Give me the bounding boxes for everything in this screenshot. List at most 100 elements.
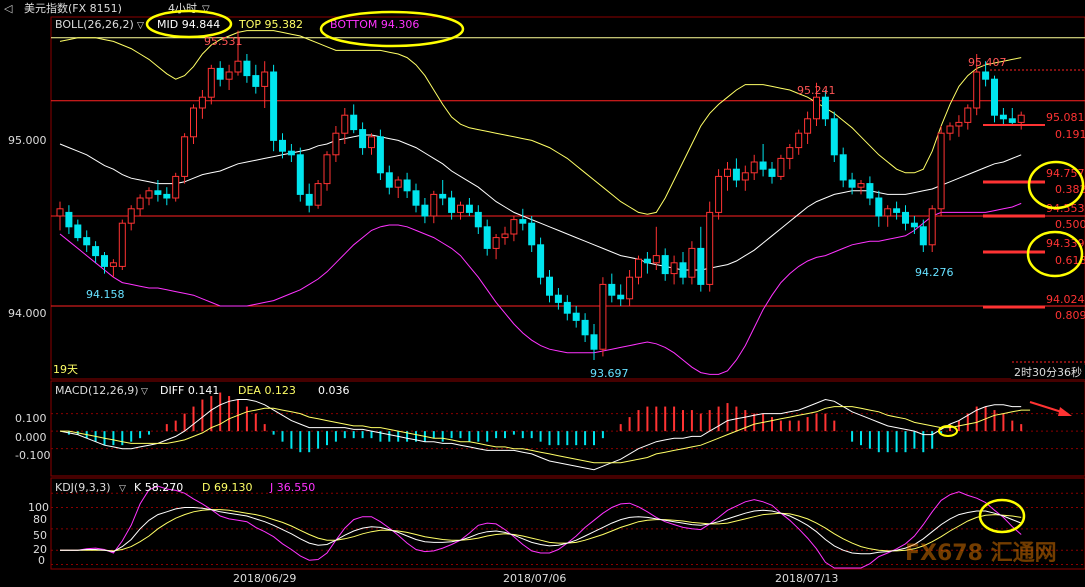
candle-body-22 — [252, 75, 260, 87]
candle-50 — [501, 226, 509, 245]
candle-108 — [1017, 111, 1025, 130]
candle-body-55 — [546, 276, 553, 296]
candle-86 — [821, 90, 829, 126]
candle-body-26 — [287, 150, 295, 156]
kdj-d-line — [60, 509, 1022, 552]
annot-high1: 95.531 — [204, 35, 243, 48]
kdj-indicator-label[interactable]: KDJ(9,3,3) — [55, 481, 111, 494]
candle-body-105 — [991, 78, 998, 116]
candle-38 — [394, 176, 402, 198]
candle-body-72 — [697, 247, 705, 285]
candle-body-19 — [225, 71, 233, 80]
kdj-cross-circle — [978, 498, 1026, 534]
candle-body-93 — [884, 208, 892, 217]
candle-body-86 — [821, 96, 829, 120]
candle-body-27 — [296, 154, 304, 195]
macd-dropdown-icon[interactable]: ▽ — [141, 387, 148, 397]
candle-body-76 — [732, 168, 740, 181]
kdj-y-tick-20: 20 — [33, 543, 47, 556]
candle-body-104 — [982, 71, 990, 80]
kdj-dropdown-icon[interactable]: ▽ — [119, 484, 126, 494]
candle-102 — [964, 104, 972, 130]
macd-diff-label: DIFF 0.141 — [160, 384, 219, 397]
candle-body-75 — [724, 168, 731, 177]
candle-9 — [136, 194, 144, 216]
boll-indicator-label[interactable]: BOLL(26,26,2) — [55, 18, 134, 31]
candle-77 — [741, 165, 749, 191]
candle-11 — [154, 180, 162, 202]
candle-body-17 — [207, 67, 215, 98]
candle-body-62 — [608, 283, 616, 296]
candle-body-1 — [65, 211, 73, 228]
macd-indicator-label[interactable]: MACD(12,26,9) — [55, 384, 139, 397]
kdj-j-label: J 36.550 — [269, 481, 315, 494]
candle-body-30 — [323, 154, 331, 185]
candle-37 — [385, 165, 393, 195]
candle-16 — [198, 90, 206, 119]
candle-106 — [999, 108, 1007, 126]
candle-49 — [492, 234, 500, 260]
candle-body-21 — [243, 60, 251, 77]
candle-body-94 — [893, 208, 901, 213]
price-panel — [51, 30, 1085, 375]
candle-91 — [866, 176, 874, 206]
candle-body-48 — [483, 226, 491, 249]
kdj-y-tick-100: 100 — [28, 501, 49, 514]
candle-36 — [376, 129, 384, 180]
candle-body-59 — [581, 319, 589, 336]
candle-78 — [750, 154, 758, 180]
candle-body-40 — [412, 190, 420, 206]
kdj-j-line — [60, 485, 1022, 569]
boll-top-label: TOP 95.382 — [238, 18, 303, 31]
kdj-d-label: D 69.130 — [202, 481, 252, 494]
candle-body-79 — [759, 161, 767, 170]
candle-body-36 — [376, 136, 384, 174]
candle-body-34 — [359, 129, 367, 149]
boll-top-line — [59, 30, 1022, 215]
period-dropdown-icon[interactable]: ▽ — [202, 4, 210, 15]
candle-93 — [884, 205, 892, 227]
candle-body-77 — [741, 172, 749, 181]
candle-body-0 — [56, 208, 64, 217]
candle-46 — [465, 198, 473, 216]
candle-70 — [679, 252, 687, 285]
candle-body-47 — [474, 211, 482, 228]
x-date-1: 2018/06/29 — [233, 572, 296, 585]
candle-body-2 — [74, 224, 82, 239]
boll-dropdown-icon[interactable]: ▽ — [137, 21, 144, 31]
candle-81 — [777, 154, 785, 180]
kdj-y-tick-0: 0 — [38, 554, 45, 567]
candle-72 — [697, 226, 705, 292]
candle-15 — [190, 104, 197, 144]
back-arrow-icon[interactable]: ◁ — [4, 2, 13, 15]
candle-4 — [92, 241, 100, 263]
macd-cross-circle — [938, 425, 958, 437]
candle-body-56 — [554, 294, 562, 303]
candle-body-99 — [937, 132, 945, 210]
candle-76 — [732, 158, 740, 188]
candle-body-71 — [688, 247, 696, 278]
candle-43 — [439, 180, 447, 206]
candle-29 — [314, 180, 322, 209]
candle-body-18 — [216, 67, 224, 80]
candle-19 — [225, 64, 233, 90]
candle-body-108 — [1017, 114, 1025, 123]
macd-y-tick-1: 0.100 — [15, 412, 47, 425]
candle-body-45 — [457, 204, 464, 213]
candle-59 — [581, 313, 589, 342]
candle-87 — [830, 111, 838, 162]
candle-98 — [928, 205, 936, 252]
fib-levels: 95.081 0.191 94.757 0.382 94.553 0.500 9… — [1046, 111, 1085, 322]
candle-body-24 — [270, 71, 278, 141]
candle-body-50 — [501, 233, 509, 239]
candle-47 — [474, 205, 482, 234]
candle-92 — [875, 190, 883, 227]
candle-body-25 — [279, 139, 286, 152]
candle-3 — [83, 230, 91, 252]
level-sub-4: 0.618 — [1055, 254, 1085, 267]
candle-22 — [252, 64, 260, 94]
candle-body-39 — [403, 179, 411, 192]
candle-8 — [127, 205, 135, 231]
candle-1 — [65, 205, 73, 234]
candle-body-9 — [136, 197, 144, 210]
